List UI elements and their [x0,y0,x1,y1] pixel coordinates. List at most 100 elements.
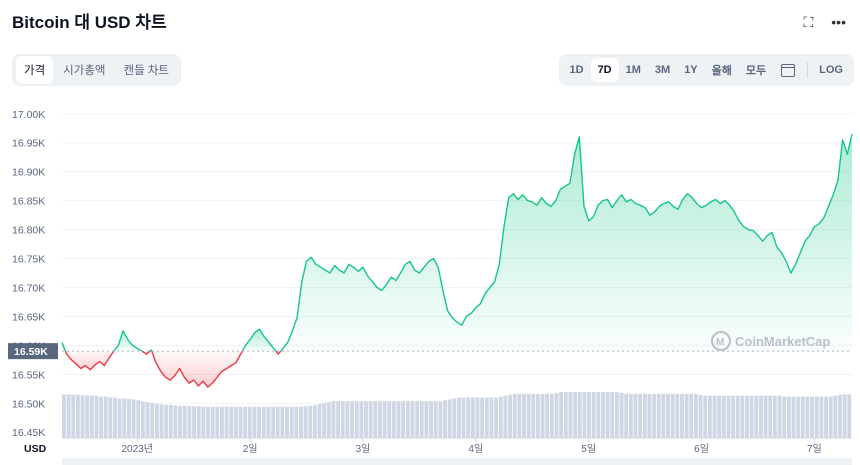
volume-bar [615,392,619,438]
tab-price[interactable]: 가격 [16,56,54,84]
volume-bar [545,393,550,438]
volume-bar [661,393,666,438]
volume-bar [257,406,262,438]
volume-bar [62,394,66,438]
tab-market-cap[interactable]: 시가총액 [63,65,106,77]
volume-bar [419,401,424,438]
x-tick-label: 4일 [468,443,483,455]
volume-bar [303,406,308,438]
range-all[interactable]: 모두 [745,65,767,77]
range-1y[interactable]: 1Y [684,64,698,76]
volume-bar [285,406,289,438]
volume-bar [763,395,768,438]
volume-bar [71,394,76,438]
volume-bar [559,392,564,438]
volume-bar [168,404,173,438]
range-scrollbar[interactable] [62,458,852,465]
volume-bar [461,397,466,438]
volume-bar [85,395,90,438]
volume-bar [75,394,80,438]
axes: 17.00K 16.95K 16.90K 16.85K 16.80K 16.75K 16.7… [8,109,852,465]
volume-bar [707,395,712,438]
volume-bars [62,392,852,438]
price-area [62,134,852,388]
volume-bar [326,402,331,438]
volume-bar [294,406,299,438]
volume-bar [173,405,178,438]
more-icon[interactable]: ••• [831,14,846,30]
volume-bar [117,398,122,438]
volume-bar [382,401,387,438]
volume-bar [354,401,359,438]
volume-bar [587,392,591,438]
volume-bar [196,406,201,438]
y-tick-label: 17.00K [12,109,45,121]
volume-bar [619,392,624,438]
volume-bar [675,393,680,438]
volume-bar [494,397,499,438]
volume-bar [791,396,796,438]
volume-bar [350,401,354,438]
volume-bar [127,398,131,438]
volume-bar [373,401,378,438]
volume-bar [466,397,471,438]
range-divider [807,62,809,78]
chart-type-tabs: 가격 시가총액 캔들 차트 [12,54,182,86]
volume-bar [777,395,782,438]
line-up [149,349,153,352]
volume-bar [415,401,420,438]
range-1m[interactable]: 1M [625,64,641,76]
volume-bar [749,395,754,438]
watermark: M CoinMarketCap [711,331,830,351]
volume-bar [275,406,280,438]
range-3m[interactable]: 3M [654,64,671,76]
volume-bar [429,401,433,438]
volume-bar [410,401,415,438]
volume-bar [531,393,536,438]
volume-bar [503,395,508,438]
volume-bar [689,393,694,438]
currency-label: USD [24,443,47,455]
volume-bar [838,394,842,438]
volume-bar [796,396,801,438]
volume-bar [656,393,661,438]
volume-bar [224,406,229,438]
y-tick-label: 16.75K [12,254,45,266]
volume-bar [103,396,108,438]
volume-bar [536,393,540,438]
volume-bar [573,392,578,438]
volume-bar [647,393,652,438]
watermark-text: CoinMarketCap [735,334,830,349]
calendar-icon[interactable] [781,63,796,77]
y-tick-label: 16.65K [12,311,45,323]
y-tick-label: 16.95K [12,138,45,150]
volume-bar [396,401,401,438]
x-tick-label: 5일 [581,443,596,455]
volume-bar [652,393,657,438]
volume-bar [610,392,615,438]
x-tick-label: 7일 [807,443,822,455]
range-ytd[interactable]: 올해 [711,65,732,77]
range-1d[interactable]: 1D [569,64,584,76]
volume-bar [480,397,485,438]
volume-bar [80,395,85,438]
volume-bar [810,396,815,438]
volume-bar [828,396,833,438]
tab-candle[interactable]: 캔들 차트 [123,65,170,77]
volume-bar [122,398,127,438]
fullscreen-icon[interactable]: ⛶ [803,14,814,30]
x-tick-label: 2일 [243,443,258,455]
log-toggle[interactable]: LOG [819,64,843,76]
volume-bar [773,395,777,438]
range-7d[interactable]: 7D [590,58,619,82]
volume-bar [517,393,522,438]
volume-bar [405,401,410,438]
area-up [113,330,142,352]
x-tick-label: 2023년 [122,443,153,455]
volume-bar [582,392,587,438]
volume-bar [154,403,159,438]
volume-bar [666,393,670,438]
volume-bar [745,395,749,438]
volume-bar [842,394,847,438]
volume-bar [401,401,406,438]
